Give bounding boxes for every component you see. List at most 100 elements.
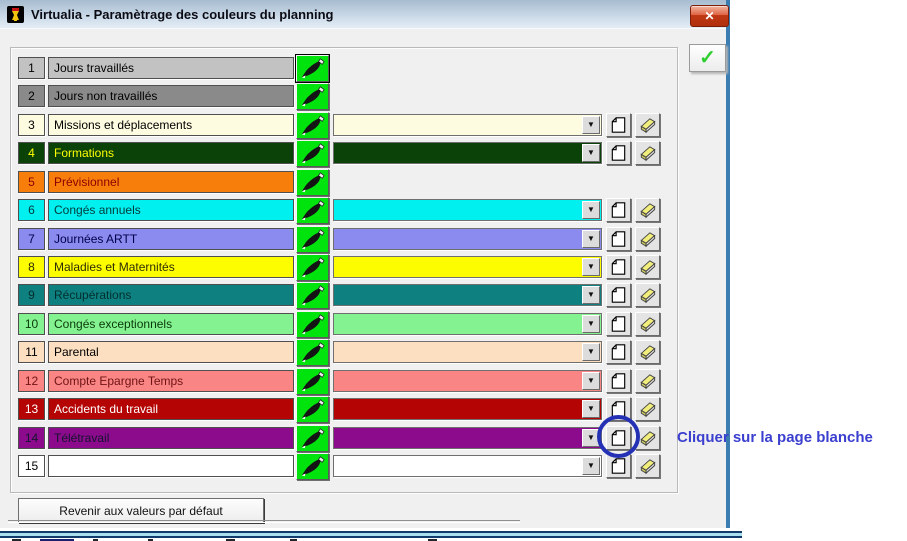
row-label-input[interactable]: Prévisionnel [48,171,294,193]
new-page-button[interactable] [606,141,631,165]
eraser-icon [640,459,656,475]
blank-page-icon [611,373,626,389]
color-dropdown[interactable]: ▼ [333,114,602,136]
color-dropdown[interactable]: ▼ [333,370,602,392]
chevron-down-icon[interactable]: ▼ [582,116,600,134]
row-label-input[interactable]: Congés annuels [48,199,294,221]
row-label-input[interactable]: Journées ARTT [48,228,294,250]
color-dropdown[interactable]: ▼ [333,341,602,363]
brush-button[interactable] [296,339,329,366]
brush-button[interactable] [296,254,329,281]
eraser-button[interactable] [635,227,660,251]
new-page-button[interactable] [606,198,631,222]
color-dropdown[interactable]: ▼ [333,398,602,420]
brush-icon [301,172,325,193]
chevron-down-icon[interactable]: ▼ [582,286,600,304]
color-row: 1 Jours travaillés [0,54,730,85]
brush-button[interactable] [296,169,329,196]
brush-button[interactable] [296,197,329,224]
eraser-icon [640,146,656,162]
eraser-button[interactable] [635,312,660,336]
row-label-input[interactable]: Maladies et Maternités [48,256,294,278]
eraser-button[interactable] [635,426,660,450]
new-page-button[interactable] [606,454,631,478]
brush-button[interactable] [296,311,329,338]
color-dropdown[interactable]: ▼ [333,199,602,221]
new-page-button[interactable] [606,113,631,137]
color-dropdown[interactable]: ▼ [333,142,602,164]
brush-icon [301,314,325,335]
chevron-down-icon[interactable]: ▼ [582,400,600,418]
brush-button[interactable] [296,368,329,395]
reset-defaults-button[interactable]: Revenir aux valeurs par défaut [18,498,264,523]
color-dropdown[interactable]: ▼ [333,313,602,335]
row-label-input[interactable]: Télétravail [48,427,294,449]
brush-button[interactable] [295,54,330,83]
eraser-button[interactable] [635,340,660,364]
eraser-button[interactable] [635,113,660,137]
row-label-input[interactable]: Congés exceptionnels [48,313,294,335]
brush-icon [301,86,325,107]
chevron-down-icon[interactable]: ▼ [582,230,600,248]
eraser-button[interactable] [635,141,660,165]
eraser-button[interactable] [635,198,660,222]
close-button[interactable]: ✕ [690,5,729,27]
new-page-button[interactable] [606,312,631,336]
blank-page-icon [611,231,626,247]
row-number-box: 1 [18,57,45,79]
row-label-input[interactable]: Formations [48,142,294,164]
eraser-button[interactable] [635,454,660,478]
brush-icon [301,456,325,477]
window-title: Virtualia - Paramètrage des couleurs du … [31,6,334,22]
row-label-input[interactable]: Jours non travaillés [48,85,294,107]
chevron-down-icon[interactable]: ▼ [582,315,600,333]
eraser-button[interactable] [635,255,660,279]
chevron-down-icon[interactable]: ▼ [582,372,600,390]
brush-button[interactable] [296,453,329,480]
row-number: 7 [28,232,35,246]
row-label-input[interactable]: Accidents du travail [48,398,294,420]
color-dropdown[interactable]: ▼ [333,455,602,477]
taskbar-peek-mark [226,539,235,541]
chevron-down-icon[interactable]: ▼ [582,457,600,475]
brush-icon [301,257,325,278]
validate-button[interactable]: ✓ [689,44,726,72]
color-dropdown[interactable]: ▼ [333,228,602,250]
color-dropdown[interactable]: ▼ [333,256,602,278]
new-page-button[interactable] [606,369,631,393]
color-row: 5 Prévisionnel [0,169,730,199]
chevron-down-icon[interactable]: ▼ [582,258,600,276]
row-label-input[interactable] [48,455,294,477]
color-dropdown[interactable]: ▼ [333,427,602,449]
eraser-button[interactable] [635,397,660,421]
blank-page-icon [611,117,626,133]
color-row: 3 Missions et déplacements ▼ [0,112,730,142]
brush-button[interactable] [296,140,329,167]
row-label-input[interactable]: Compte Epargne Temps [48,370,294,392]
brush-button[interactable] [296,396,329,423]
brush-button[interactable] [296,425,329,452]
row-number: 1 [28,61,35,75]
new-page-button[interactable] [606,255,631,279]
brush-button[interactable] [296,226,329,253]
eraser-button[interactable] [635,369,660,393]
new-page-button[interactable] [606,283,631,307]
brush-button[interactable] [296,112,329,139]
taskbar-peek-mark [290,539,297,541]
new-page-button[interactable] [606,227,631,251]
brush-button[interactable] [296,83,329,110]
brush-icon [301,371,325,392]
new-page-button[interactable] [606,340,631,364]
chevron-down-icon[interactable]: ▼ [582,144,600,162]
row-label-input[interactable]: Jours travaillés [48,57,294,79]
row-label-input[interactable]: Récupérations [48,284,294,306]
chevron-down-icon[interactable]: ▼ [582,201,600,219]
row-label-input[interactable]: Parental [48,341,294,363]
row-number: 6 [28,203,35,217]
eraser-button[interactable] [635,283,660,307]
annotation-circle [597,415,640,458]
color-dropdown[interactable]: ▼ [333,284,602,306]
chevron-down-icon[interactable]: ▼ [582,343,600,361]
brush-button[interactable] [296,282,329,309]
row-label-input[interactable]: Missions et déplacements [48,114,294,136]
